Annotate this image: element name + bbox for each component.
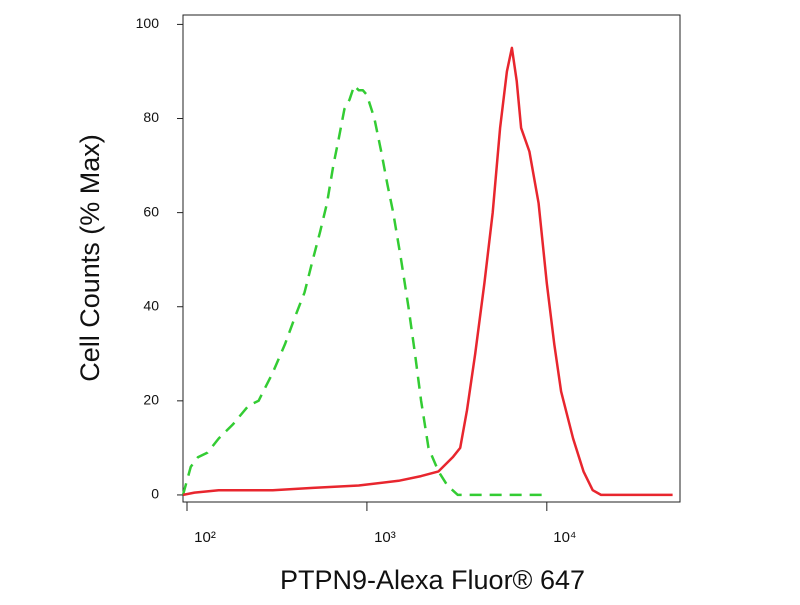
y-tick-label: 100	[136, 15, 160, 31]
x-tick-label: 10²	[194, 529, 216, 546]
x-tick-label: 10⁴	[553, 529, 576, 546]
y-axis-label: Cell Counts (% Max)	[75, 134, 105, 382]
series-line	[182, 46, 673, 497]
y-tick-label: 40	[143, 297, 159, 313]
y-tick-label: 20	[143, 392, 159, 408]
x-tick-label: 10³	[374, 529, 396, 546]
plot-frame	[182, 14, 681, 503]
x-axis-label: PTPN9-Alexa Fluor® 647	[280, 565, 585, 595]
y-tick-label: 0	[151, 486, 159, 502]
y-tick-label: 60	[143, 203, 159, 219]
y-tick-label: 80	[143, 109, 159, 125]
series-line	[181, 84, 547, 497]
